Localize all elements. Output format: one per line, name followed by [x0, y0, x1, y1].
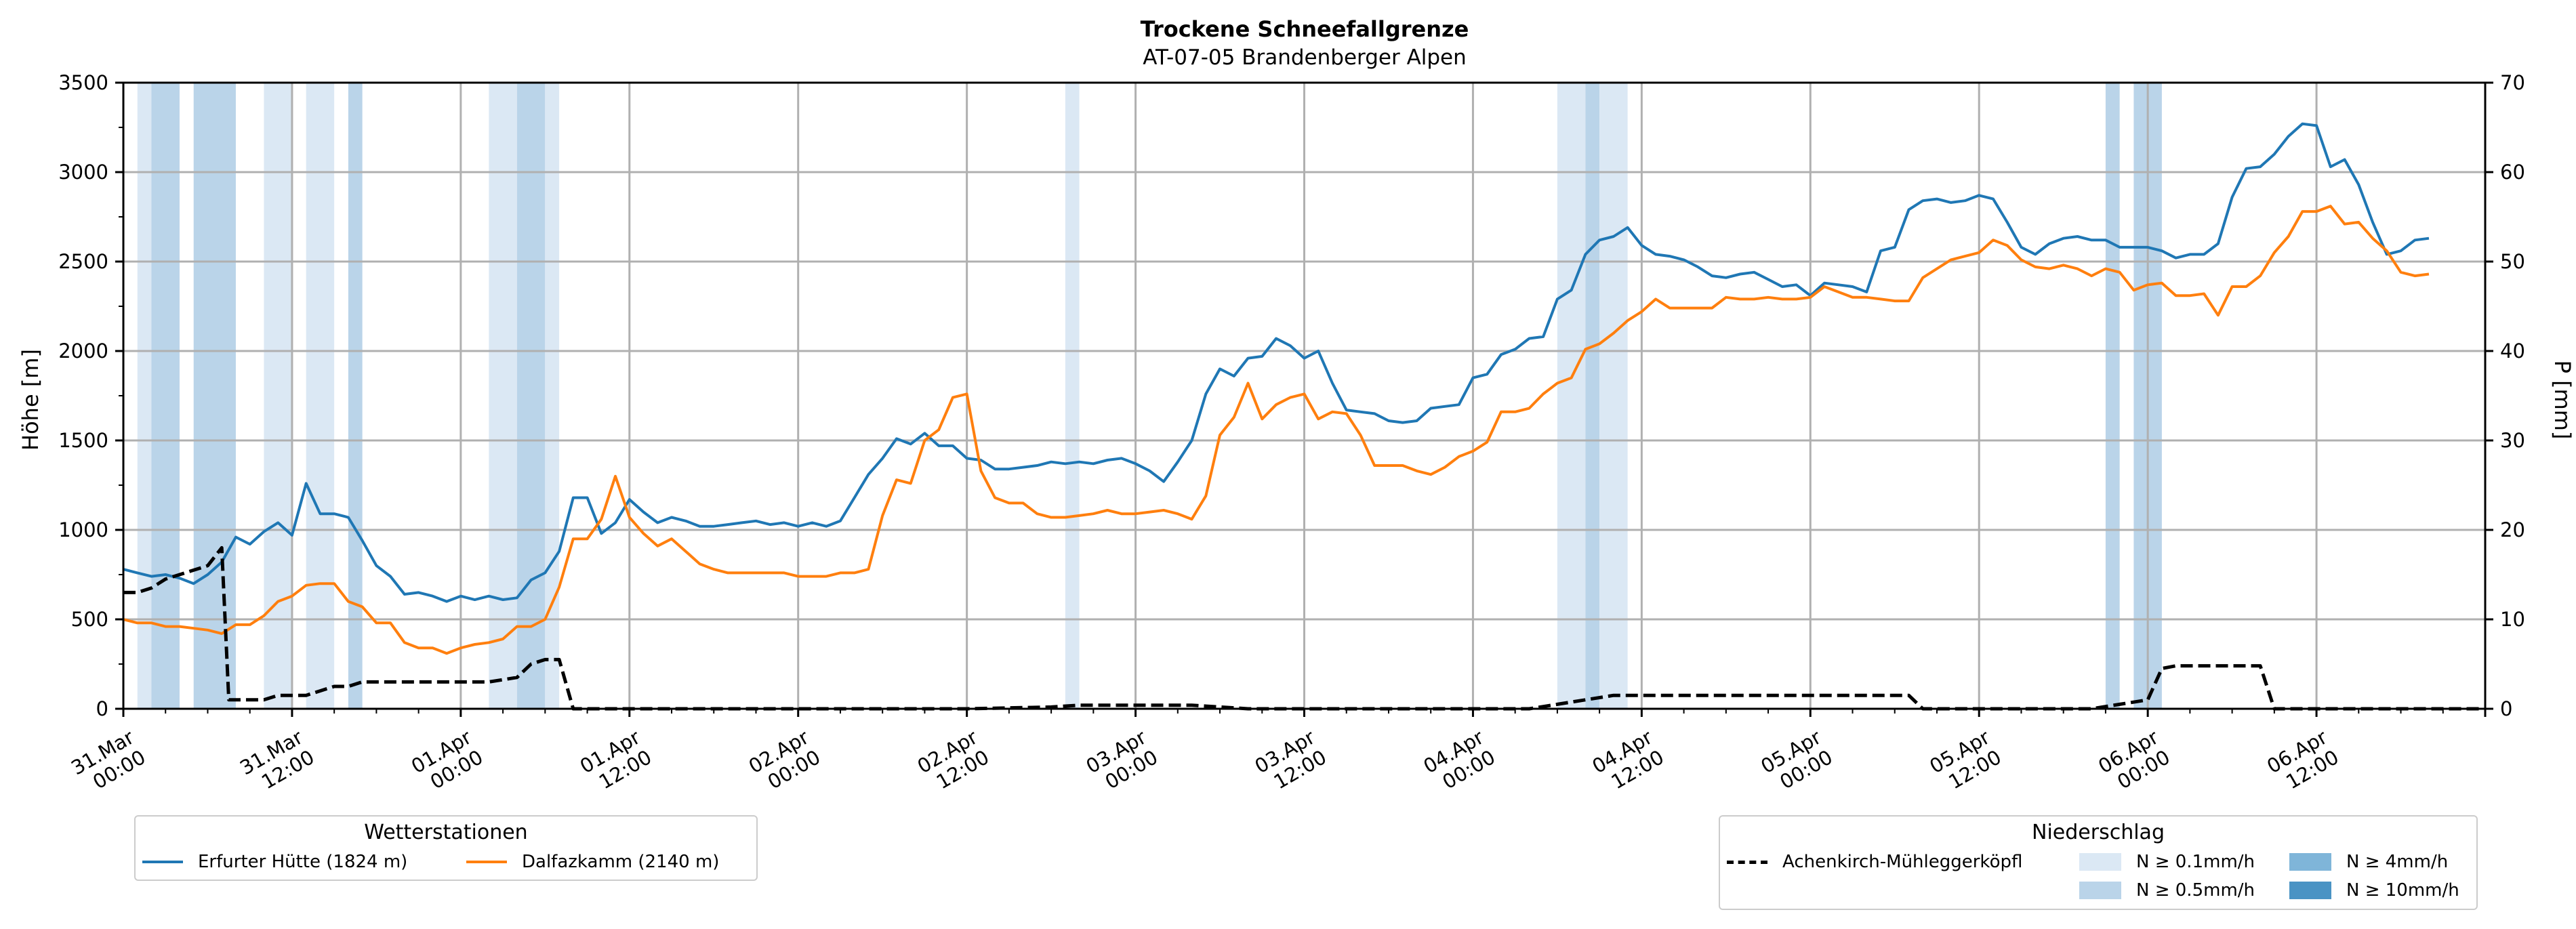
- legend-entry-n4: N ≥ 4mm/h: [2289, 852, 2448, 872]
- legend-label-achenkirch: Achenkirch-Mühleggerköpfl: [1782, 852, 2023, 872]
- legend-precipitation: Niederschlag Achenkirch-Mühleggerköpfl N…: [1719, 815, 2478, 910]
- x-tick-label: 05.Apr00:00: [1757, 726, 1836, 798]
- y-tick-label: 2500: [58, 250, 108, 273]
- x-tick-label: 31.Mar12:00: [236, 726, 318, 800]
- legend-swatch-n10: [2289, 882, 2331, 899]
- legend-entry-achenkirch: Achenkirch-Mühleggerköpfl: [1727, 852, 2022, 872]
- y-tick-label: 3000: [58, 161, 108, 184]
- precip-band: [348, 83, 363, 709]
- y-tick-label: 1000: [58, 518, 108, 541]
- x-tick-label: 05.Apr12:00: [1925, 726, 2005, 798]
- series-line-erfurter: [123, 122, 2430, 603]
- x-tick-label: 01.Apr12:00: [576, 726, 655, 798]
- x-tick-label: 31.Mar00:00: [67, 726, 149, 800]
- x-tick-label: 06.Apr12:00: [2263, 726, 2342, 798]
- legend-label-n05: N ≥ 0.5mm/h: [2136, 880, 2255, 901]
- x-tick-label: 03.Apr00:00: [1082, 726, 1162, 798]
- precip-band: [151, 83, 180, 709]
- y2-tick-label: 20: [2500, 518, 2525, 541]
- precip-band: [489, 83, 517, 709]
- legend-entry-n01: N ≥ 0.1mm/h: [2079, 852, 2255, 872]
- precip-band: [1599, 83, 1628, 709]
- y-tick-label: 1500: [58, 429, 108, 452]
- x-tick-label: 02.Apr12:00: [914, 726, 993, 798]
- legend-entry-n10: N ≥ 10mm/h: [2289, 880, 2459, 901]
- legend-swatch-n05: [2079, 882, 2121, 899]
- precip-band: [137, 83, 152, 709]
- legend-entry-n05: N ≥ 0.5mm/h: [2079, 880, 2255, 901]
- y2-tick-label: 0: [2500, 697, 2512, 720]
- y-tick-label: 2000: [58, 339, 108, 363]
- chart-title: Trockene Schneefallgrenze: [1141, 16, 1469, 42]
- precip-band: [2105, 83, 2120, 709]
- legend-label-dalfazkamm: Dalfazkamm (2140 m): [522, 852, 720, 872]
- legend-entry-erfurter: Erfurter Hütte (1824 m): [142, 852, 407, 872]
- y-tick-label: 3500: [58, 71, 108, 94]
- x-tick-label: 04.Apr12:00: [1588, 726, 1667, 798]
- precip-band: [1585, 83, 1600, 709]
- series-line-dalfazkamm: [123, 205, 2430, 655]
- x-tick-label: 01.Apr00:00: [407, 726, 487, 798]
- legend-label-erfurter: Erfurter Hütte (1824 m): [198, 852, 408, 872]
- legend-swatch-dashed-line: [1727, 860, 1767, 864]
- legend-label-n4: N ≥ 4mm/h: [2346, 852, 2449, 872]
- legend-swatch-n01: [2079, 853, 2121, 871]
- precip-band: [516, 83, 546, 709]
- x-tick-label: 02.Apr00:00: [745, 726, 824, 798]
- precip-band: [545, 83, 560, 709]
- legend-precip-title: Niederschlag: [2032, 821, 2165, 844]
- precip-band: [264, 83, 292, 709]
- y-tick-label: 0: [96, 697, 108, 720]
- y2-tick-label: 70: [2500, 71, 2525, 94]
- legend-swatch-n4: [2289, 853, 2331, 871]
- precip-band: [1557, 83, 1586, 709]
- x-tick-label: 06.Apr00:00: [2094, 726, 2173, 798]
- y2-tick-label: 60: [2500, 161, 2525, 184]
- chart-subtitle: AT-07-05 Brandenberger Alpen: [1143, 45, 1467, 70]
- x-tick-label: 04.Apr00:00: [1420, 726, 1499, 798]
- precip-band: [193, 83, 236, 709]
- y2-tick-label: 40: [2500, 339, 2525, 363]
- legend-label-n01: N ≥ 0.1mm/h: [2136, 852, 2255, 872]
- precipitation-bands: [137, 83, 2162, 709]
- y2-tick-label: 50: [2500, 250, 2525, 273]
- legend-stations: Wetterstationen Erfurter Hütte (1824 m) …: [134, 815, 758, 881]
- precip-band: [306, 83, 335, 709]
- y2-tick-label: 30: [2500, 429, 2525, 452]
- x-tick-label: 03.Apr12:00: [1251, 726, 1330, 798]
- y-tick-label: 500: [71, 608, 108, 631]
- legend-swatch-orange-line: [466, 861, 507, 863]
- y2-axis-label: P [mm]: [2550, 360, 2575, 440]
- legend-stations-title: Wetterstationen: [364, 821, 528, 844]
- y2-tick-label: 10: [2500, 608, 2525, 631]
- y-axis-label: Höhe [m]: [18, 349, 43, 451]
- precip-band: [1065, 83, 1080, 709]
- legend-label-n10: N ≥ 10mm/h: [2346, 880, 2459, 901]
- legend-entry-dalfazkamm: Dalfazkamm (2140 m): [466, 852, 719, 872]
- legend-swatch-blue-line: [142, 861, 183, 863]
